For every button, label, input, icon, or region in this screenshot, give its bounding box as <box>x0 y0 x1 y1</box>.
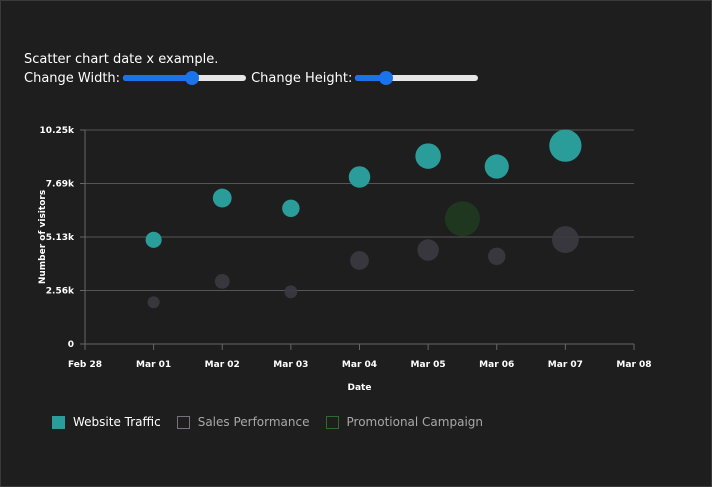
point-promotional-campaign[interactable] <box>444 201 480 237</box>
point-sales-performance[interactable] <box>284 285 298 299</box>
legend-label: Sales Performance <box>197 415 310 429</box>
height-label: Change Height: <box>251 70 353 86</box>
point-sales-performance[interactable] <box>350 251 369 270</box>
point-sales-performance[interactable] <box>488 247 506 266</box>
x-tick-label: Mar 01 <box>136 360 171 370</box>
data-points <box>145 129 582 309</box>
y-axis-title: Number of visitors <box>38 190 48 284</box>
height-slider[interactable] <box>353 70 480 86</box>
height-slider-track <box>355 75 479 81</box>
x-tick-label: Mar 07 <box>548 360 583 370</box>
legend-item-website-traffic[interactable]: Website Traffic <box>52 415 161 429</box>
point-sales-performance[interactable] <box>551 226 579 254</box>
legend-swatch <box>176 415 190 429</box>
point-website-traffic[interactable] <box>484 154 509 179</box>
axes: 0 2.56k 5.13k 7.69k 10.25k Feb 28 Mar 01 Mar 02… <box>40 126 652 370</box>
width-slider-thumb[interactable] <box>185 71 200 85</box>
y-tick-label: 5.13k <box>46 233 75 243</box>
point-website-traffic[interactable] <box>348 166 371 188</box>
height-slider-fill <box>355 75 387 81</box>
x-tick-label: Mar 08 <box>616 360 651 370</box>
point-website-traffic[interactable] <box>145 231 162 248</box>
controls-bar: Change Width: Change Height: <box>24 70 483 86</box>
legend-item-sales-performance[interactable]: Sales Performance <box>176 415 310 429</box>
point-website-traffic[interactable] <box>549 129 582 162</box>
width-slider[interactable] <box>121 70 248 86</box>
x-axis-title: Date <box>348 383 372 393</box>
x-tick-label: Mar 02 <box>205 360 240 370</box>
y-tick-label: 0 <box>68 340 74 350</box>
demo-title: Scatter chart date x example. <box>24 52 219 67</box>
legend-label: Promotional Campaign <box>346 415 484 429</box>
legend-swatch <box>325 415 339 429</box>
y-tick-label: 7.69k <box>46 180 75 190</box>
point-website-traffic[interactable] <box>415 143 441 169</box>
y-tick-label: 10.25k <box>40 126 75 136</box>
legend-swatch <box>52 415 65 429</box>
point-sales-performance[interactable] <box>214 273 230 289</box>
x-tick-label: Feb 28 <box>68 360 102 370</box>
x-tick-label: Mar 06 <box>479 360 514 370</box>
legend: Website Traffic Sales Performance Promotio… <box>52 415 499 429</box>
point-sales-performance[interactable] <box>417 239 439 261</box>
height-slider-thumb[interactable] <box>379 71 394 85</box>
width-label: Change Width: <box>24 70 121 86</box>
x-tick-label: Mar 05 <box>411 360 446 370</box>
point-website-traffic[interactable] <box>212 188 232 208</box>
width-slider-fill <box>123 75 193 81</box>
legend-label: Website Traffic <box>73 415 161 429</box>
y-tick-label: 2.56k <box>46 287 75 297</box>
legend-item-promotional-campaign[interactable]: Promotional Campaign <box>325 415 484 429</box>
x-tick-label: Mar 03 <box>273 360 308 370</box>
x-tick-label: Mar 04 <box>342 360 377 370</box>
point-website-traffic[interactable] <box>282 199 300 218</box>
point-sales-performance[interactable] <box>147 296 160 309</box>
